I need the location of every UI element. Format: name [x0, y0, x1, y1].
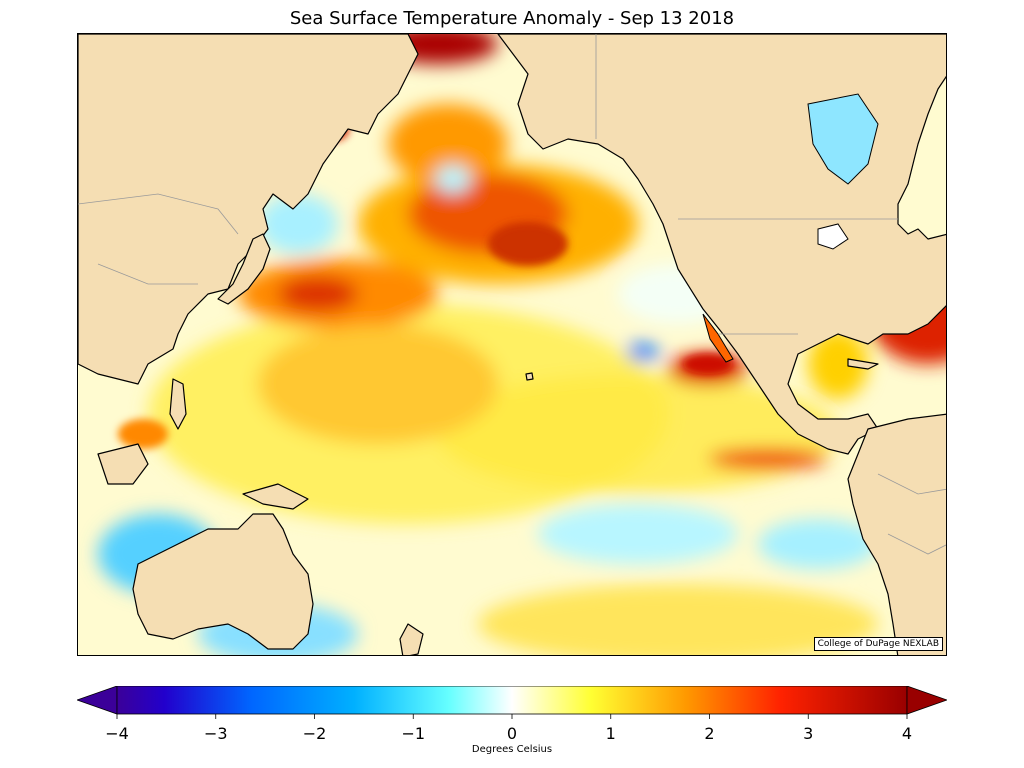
credit-label: College of DuPage NEXLAB [813, 637, 943, 651]
philippines-islands [169, 378, 187, 430]
colorbar-tick-label: 1 [605, 724, 616, 743]
colorbar-tick-label: −2 [302, 724, 327, 743]
hawaii-islands [525, 372, 534, 381]
colorbar-tick-label: 4 [901, 724, 913, 743]
colorbar [77, 686, 947, 719]
colorbar-ticks [116, 714, 908, 719]
cuba-island [847, 358, 879, 370]
great-lakes [817, 223, 849, 250]
map-title: Sea Surface Temperature Anomaly - Sep 13… [289, 8, 735, 29]
colorbar-tick-label: 2 [704, 724, 715, 743]
japan-islands [217, 233, 271, 305]
colorbar-gradient [116, 686, 908, 715]
colorbar-tick-label: −4 [105, 724, 129, 743]
gulf-of-california [702, 313, 734, 363]
south-america-borders [877, 473, 946, 555]
colorbar-tick-label: 3 [803, 724, 814, 743]
south-america-landmass [847, 413, 946, 655]
new-zealand-islands [399, 623, 424, 655]
australia-landmass [132, 513, 314, 650]
map-canvas [78, 34, 946, 655]
colorbar-high-extend [906, 686, 947, 715]
hudson-bay [807, 93, 879, 185]
sst-anomaly-map: College of DuPage NEXLAB [77, 33, 947, 656]
asia-borders [78, 193, 239, 285]
colorbar-tick-label: −3 [203, 724, 228, 743]
colorbar-tick-label: −1 [401, 724, 426, 743]
political-borders [78, 34, 946, 555]
borneo-island [97, 443, 149, 485]
colorbar-low-extend [77, 686, 118, 715]
new-guinea-landmass [242, 483, 309, 510]
colorbar-tick-label: 0 [506, 724, 518, 743]
inland-waters [702, 93, 879, 363]
colorbar-label: Degrees Celsius [471, 744, 553, 755]
